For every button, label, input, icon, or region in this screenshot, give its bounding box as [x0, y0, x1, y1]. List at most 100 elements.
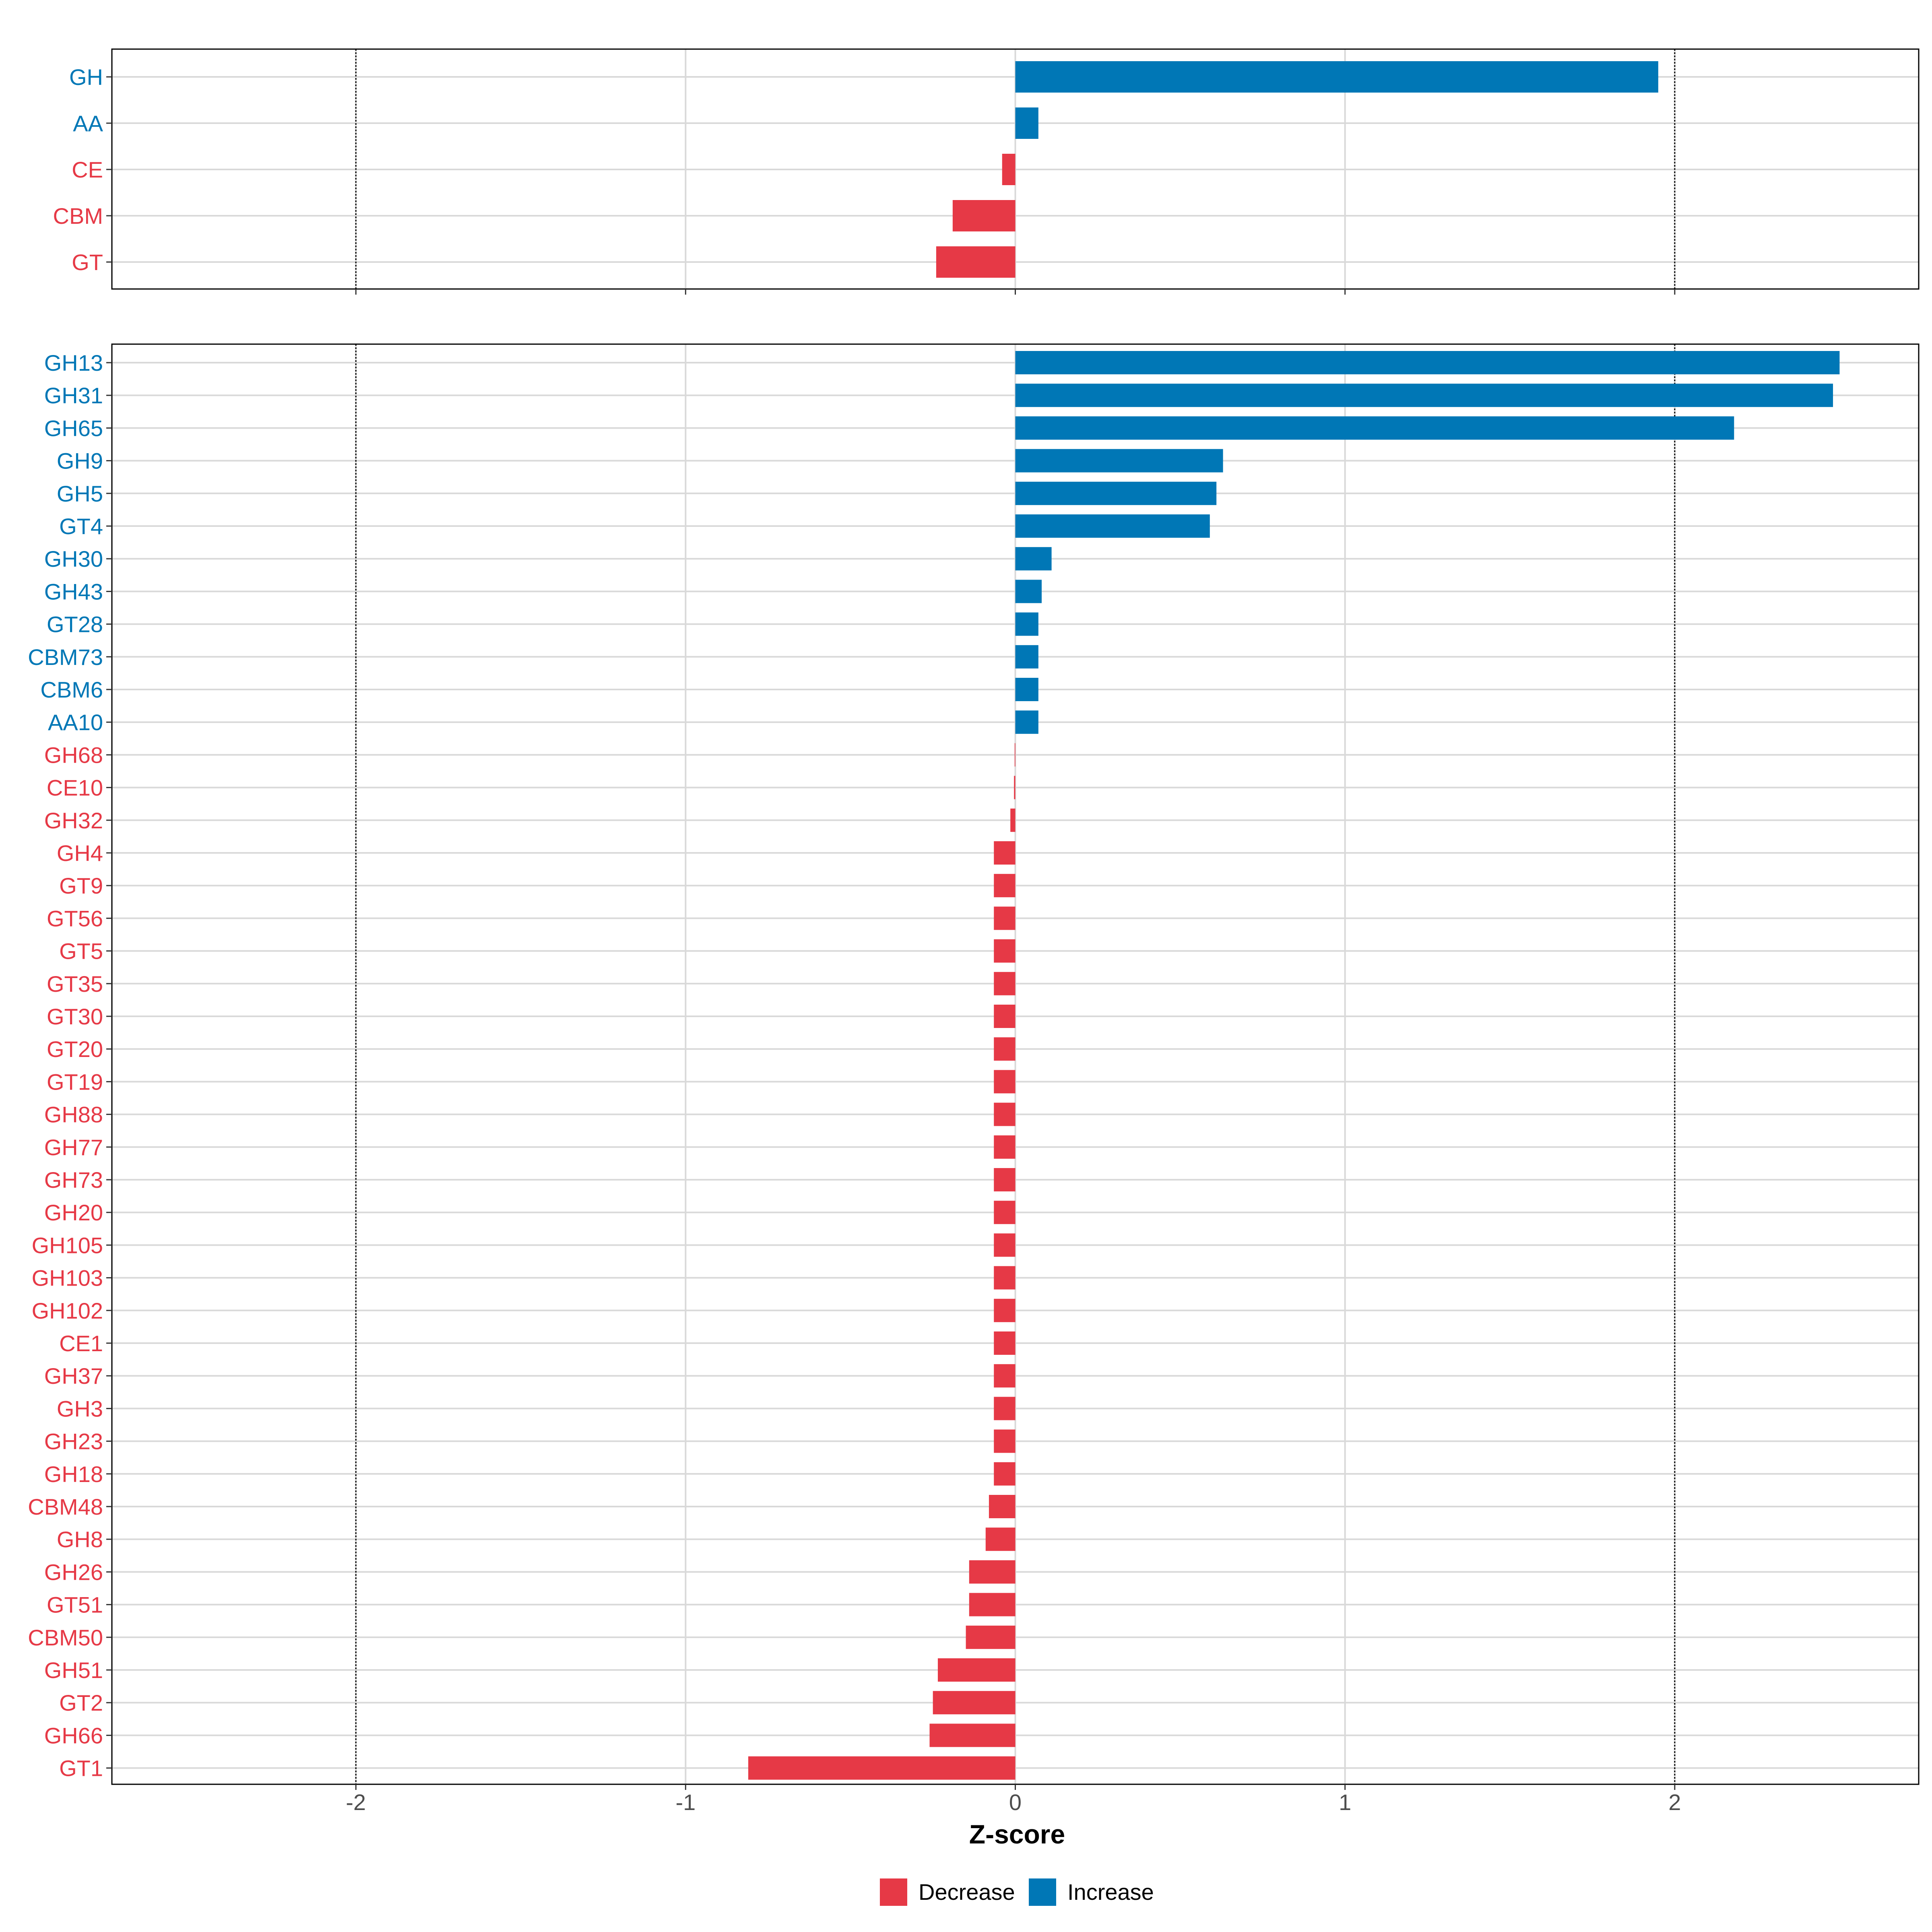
bar-gh8: [985, 1527, 1016, 1551]
bar-gh32: [1010, 808, 1016, 832]
y-label-gh18: GH18: [44, 1461, 103, 1487]
y-label-aa: AA: [73, 111, 103, 136]
legend-key-increase: [1029, 1878, 1056, 1906]
bar-gt20: [994, 1037, 1016, 1061]
panel-family: GH AA CE CBM GT: [53, 48, 1920, 295]
y-label-gt30: GT30: [47, 1004, 103, 1029]
bar-gt28: [1015, 612, 1038, 636]
bar-gt2: [933, 1691, 1016, 1715]
y-label-gt1: GT1: [59, 1756, 103, 1781]
bar-gt19: [994, 1070, 1016, 1094]
bar-gh26: [969, 1560, 1016, 1584]
x-axis: -2 -1 0 1 2: [346, 1790, 1681, 1815]
bar-gt51: [969, 1593, 1016, 1616]
bar-gt35: [994, 972, 1016, 995]
bar-gh88: [994, 1102, 1016, 1126]
y-label-gh32: GH32: [44, 808, 103, 833]
y-label-gt56: GT56: [47, 906, 103, 931]
bar-gh73: [994, 1168, 1016, 1191]
y-label-gt4: GT4: [59, 514, 103, 539]
bar-gh102: [994, 1298, 1016, 1322]
bar-gt1: [748, 1756, 1016, 1780]
y-label-gt5: GT5: [59, 939, 103, 964]
legend: Decrease Increase: [880, 1878, 1154, 1906]
y-label-cbm: CBM: [53, 203, 103, 229]
bar-gh20: [994, 1201, 1016, 1224]
y-label-ce: CE: [72, 157, 103, 182]
y-label-gt51: GT51: [47, 1592, 103, 1618]
y-label-gh30: GH30: [44, 546, 103, 572]
y-label-gh37: GH37: [44, 1363, 103, 1389]
y-label-ce1: CE1: [59, 1331, 103, 1356]
y-label-gh: GH: [69, 64, 103, 90]
y-label-gh9: GH9: [57, 448, 103, 474]
y-label-gh23: GH23: [44, 1429, 103, 1454]
y-label-gh3: GH3: [57, 1396, 103, 1421]
y-label-gt20: GT20: [47, 1036, 103, 1062]
x-tick-label: -1: [675, 1790, 696, 1815]
y-label-gh105: GH105: [32, 1232, 103, 1258]
y-label-gh8: GH8: [57, 1527, 103, 1552]
legend-label-increase: Increase: [1067, 1879, 1154, 1905]
y-label-aa10: AA10: [48, 710, 103, 735]
bar-gh68: [1014, 743, 1016, 767]
bar-cbm50: [966, 1625, 1016, 1649]
y-label-gh43: GH43: [44, 579, 103, 604]
x-tick-label: 0: [1009, 1790, 1022, 1815]
y-label-gh77: GH77: [44, 1135, 103, 1160]
y-label-gt35: GT35: [47, 971, 103, 997]
bar-aa10: [1015, 710, 1038, 734]
y-label-gh31: GH31: [44, 383, 103, 408]
bar-gt: [936, 246, 1016, 278]
legend-key-decrease: [880, 1878, 907, 1906]
bar-ce: [1002, 154, 1016, 185]
bar-gh30: [1015, 547, 1052, 571]
y-label-gh88: GH88: [44, 1102, 103, 1127]
bar-gh103: [994, 1266, 1016, 1290]
legend-label-decrease: Decrease: [919, 1879, 1015, 1905]
bar-gh18: [994, 1462, 1016, 1486]
bar-gh31: [1015, 384, 1833, 407]
bar-gh51: [937, 1658, 1016, 1682]
y-label-gh26: GH26: [44, 1559, 103, 1585]
y-label-gh13: GH13: [44, 350, 103, 376]
bar-gh77: [994, 1135, 1016, 1159]
bar-gh43: [1015, 580, 1042, 603]
bar-gh105: [994, 1233, 1016, 1257]
bar-gt30: [994, 1005, 1016, 1028]
y-label-gt19: GT19: [47, 1069, 103, 1094]
y-label-cbm50: CBM50: [28, 1625, 103, 1650]
panel-subfamily: GH13 GH31 GH65 GH9 GH5 GT4 GH30 GH43 GT28 CBM73 CB…: [28, 343, 1920, 1790]
y-label-cbm6: CBM6: [40, 677, 103, 702]
bar-cbm6: [1015, 678, 1038, 701]
bar-gh13: [1015, 351, 1840, 374]
bar-gh37: [994, 1364, 1016, 1388]
x-tick-label: -2: [346, 1790, 366, 1815]
bar-ce10: [1014, 776, 1016, 799]
y-label-gt9: GT9: [59, 873, 103, 898]
y-label-gh102: GH102: [32, 1298, 103, 1323]
y-label-gh20: GH20: [44, 1200, 103, 1225]
bar-gh9: [1015, 449, 1223, 473]
y-label-gt: GT: [72, 250, 103, 275]
y-label-cbm48: CBM48: [28, 1494, 103, 1519]
y-label-gt2: GT2: [59, 1690, 103, 1715]
bar-gh66: [929, 1724, 1016, 1747]
x-tick-label: 1: [1339, 1790, 1351, 1815]
bar-aa: [1015, 107, 1038, 139]
y-label-gh51: GH51: [44, 1657, 103, 1683]
y-label-gh68: GH68: [44, 742, 103, 768]
y-label-cbm73: CBM73: [28, 644, 103, 670]
bar-cbm: [952, 200, 1016, 231]
x-tick-label: 2: [1668, 1790, 1681, 1815]
y-label-gt28: GT28: [47, 612, 103, 637]
bar-gt56: [994, 906, 1016, 930]
bar-gt4: [1015, 514, 1210, 538]
bar-gh: [1015, 61, 1658, 93]
bar-gh5: [1015, 481, 1217, 505]
y-label-gh5: GH5: [57, 481, 103, 506]
bar-gh4: [994, 841, 1016, 865]
bar-cbm48: [989, 1495, 1016, 1518]
